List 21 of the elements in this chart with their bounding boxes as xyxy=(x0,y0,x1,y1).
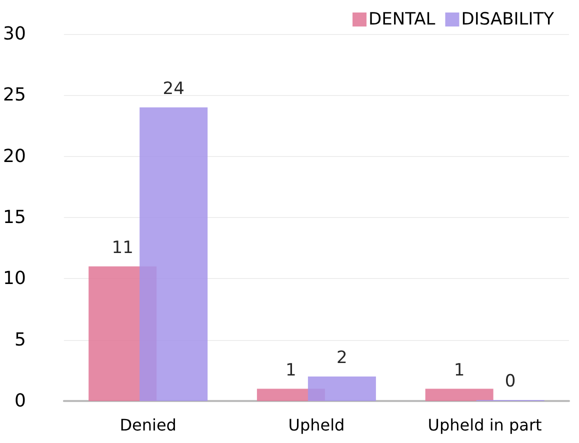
data-label: 1 xyxy=(286,360,296,380)
x-tick-label: Upheld in part xyxy=(428,416,542,434)
data-label: 24 xyxy=(162,78,184,99)
x-tick-label: Denied xyxy=(120,416,176,434)
bar xyxy=(425,388,494,401)
y-tick-label: 0 xyxy=(14,390,26,412)
legend-label: DISABILITY xyxy=(461,10,555,30)
bar xyxy=(308,376,376,401)
legend-label: DENTAL xyxy=(368,10,436,30)
data-label: 11 xyxy=(112,238,134,258)
data-label: 1 xyxy=(454,360,465,380)
data-label: 0 xyxy=(504,372,516,392)
y-tick-label: 20 xyxy=(3,146,26,167)
y-tick-label: 15 xyxy=(3,207,26,228)
y-tick-label: 5 xyxy=(14,329,26,350)
y-tick-label: 25 xyxy=(3,84,26,106)
data-label: 2 xyxy=(336,348,348,368)
y-tick-label: 10 xyxy=(3,268,26,290)
bar xyxy=(140,107,208,401)
x-tick-label: Upheld xyxy=(288,416,345,434)
y-tick-label: 30 xyxy=(3,24,26,44)
